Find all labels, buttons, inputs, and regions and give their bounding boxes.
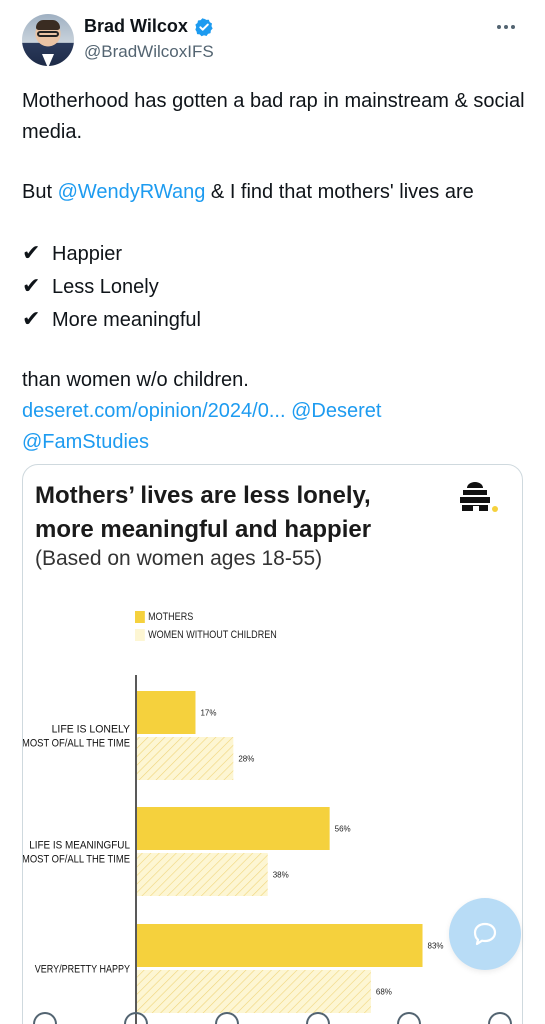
- bar-mothers: [137, 924, 423, 967]
- dot: [511, 25, 515, 29]
- tweet-links-row: @FamStudies: [22, 427, 527, 458]
- avatar-glasses: [37, 31, 59, 37]
- card-title: Mothers’ lives are less lonely, more mea…: [35, 479, 371, 547]
- chat-bubble-icon: [473, 922, 497, 946]
- data-label: 38%: [273, 871, 289, 880]
- search-icon[interactable]: [124, 1012, 149, 1024]
- home-icon[interactable]: [33, 1012, 58, 1024]
- check-item-label: More meaningful: [52, 309, 201, 331]
- communities-icon[interactable]: [487, 1012, 512, 1024]
- avatar[interactable]: [22, 14, 74, 66]
- check-item-label: Less Lonely: [52, 276, 159, 298]
- chart-legend: MOTHERS WOMEN WITHOUT CHILDREN: [135, 608, 308, 644]
- checkmark-icon: ✔: [22, 273, 41, 298]
- check-item: ✔ More meaningful: [22, 303, 527, 336]
- checkmark-icon: ✔: [22, 240, 41, 265]
- text-suffix: & I find that mothers' lives are: [205, 181, 474, 203]
- media-card[interactable]: Mothers’ lives are less lonely, more mea…: [22, 464, 523, 1024]
- tweet-line-2: But @WendyRWang & I find that mothers' l…: [22, 177, 527, 208]
- card-title-line: more meaningful and happier: [35, 516, 372, 543]
- bar-women-without-children: [137, 737, 234, 780]
- tweet-line-3: than women w/o children.: [22, 369, 249, 391]
- check-item-label: Happier: [52, 243, 123, 265]
- author-name[interactable]: Brad Wilcox: [84, 16, 188, 36]
- data-label: 68%: [376, 988, 392, 997]
- category-label: MOST OF/ALL THE TIME: [23, 738, 130, 750]
- data-label: 83%: [428, 942, 444, 951]
- mention-link[interactable]: @WendyRWang: [57, 181, 206, 203]
- tweet-line-1: Motherhood has gotten a bad rap in mains…: [22, 90, 525, 143]
- avatar-shirt: [42, 54, 54, 66]
- legend-swatch-women: [135, 629, 145, 641]
- legend-label: WOMEN WITHOUT CHILDREN: [148, 629, 277, 641]
- mention-link[interactable]: @Deseret: [291, 400, 382, 422]
- tweet-header: Brad Wilcox @BradWilcoxIFS: [0, 0, 545, 80]
- data-label: 17%: [200, 709, 216, 718]
- card-subtitle: (Based on women ages 18-55): [35, 547, 323, 570]
- bar-mothers: [137, 691, 196, 734]
- category-label: LIFE IS LONELY: [52, 724, 131, 736]
- bar-women-without-children: [137, 970, 371, 1013]
- compose-button[interactable]: [449, 898, 521, 970]
- legend-item-women: WOMEN WITHOUT CHILDREN: [135, 626, 277, 644]
- more-options-icon[interactable]: [497, 20, 521, 34]
- category-label: VERY/PRETTY HAPPY: [35, 964, 131, 976]
- mention-link[interactable]: @FamStudies: [22, 431, 150, 453]
- legend-label: MOTHERS: [148, 611, 194, 623]
- data-label: 56%: [335, 825, 351, 834]
- check-item: ✔ Happier: [22, 237, 527, 270]
- data-label: 28%: [238, 755, 254, 764]
- checkmark-icon: ✔: [22, 306, 41, 331]
- avatar-hair: [36, 20, 60, 30]
- card-title-line: Mothers’ lives are less lonely,: [35, 482, 371, 509]
- tweet-links-row: deseret.com/opinion/2024/0... @Deseret: [22, 396, 527, 427]
- compose-icon[interactable]: [215, 1012, 240, 1024]
- dot: [497, 25, 501, 29]
- beehive-logo-icon: [460, 482, 498, 512]
- check-item: ✔ Less Lonely: [22, 270, 527, 303]
- bar-mothers: [137, 807, 330, 850]
- legend-swatch-mothers: [135, 611, 145, 623]
- bottom-nav: [0, 1012, 545, 1024]
- author-handle[interactable]: @BradWilcoxIFS: [84, 42, 214, 61]
- messages-icon[interactable]: [396, 1012, 421, 1024]
- legend-item-mothers: MOTHERS: [135, 608, 277, 626]
- dot: [504, 25, 508, 29]
- article-link[interactable]: deseret.com/opinion/2024/0...: [22, 400, 286, 422]
- notifications-icon[interactable]: [305, 1012, 330, 1024]
- tweet-text: Motherhood has gotten a bad rap in mains…: [22, 86, 527, 458]
- category-label: LIFE IS MEANINGFUL: [29, 840, 130, 852]
- bar-women-without-children: [137, 853, 268, 896]
- author-name-row[interactable]: Brad Wilcox: [84, 16, 214, 37]
- category-label: MOST OF/ALL THE TIME: [23, 854, 130, 866]
- verified-badge-icon: [195, 17, 213, 36]
- bar-chart: LIFE IS LONELY MOST OF/ALL THE TIME 17% 28%…: [23, 675, 444, 1024]
- text-prefix: But: [22, 181, 58, 203]
